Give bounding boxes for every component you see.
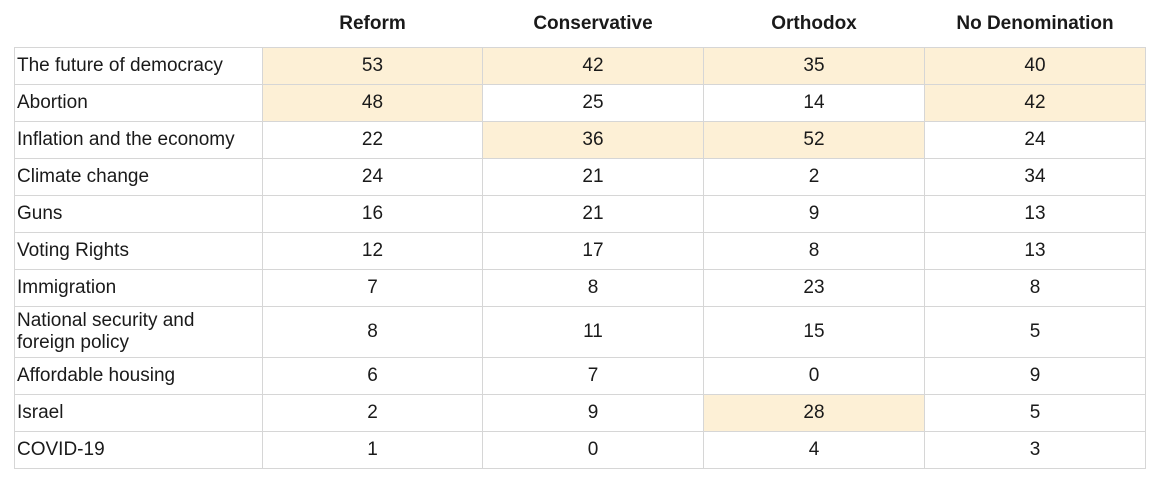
row-label: National security and foreign policy <box>14 306 263 358</box>
table-row: Israel 2 9 28 5 <box>14 394 1146 432</box>
table-cell: 12 <box>262 232 483 270</box>
table-row: Voting Rights 12 17 8 13 <box>14 232 1146 270</box>
table-cell: 42 <box>482 47 704 85</box>
table-cell: 53 <box>262 47 483 85</box>
table-container: Reform Conservative Orthodox No Denomina… <box>14 0 1146 469</box>
table-cell: 6 <box>262 357 483 395</box>
table-cell: 42 <box>924 84 1146 122</box>
row-label: Israel <box>14 394 263 432</box>
table-cell: 28 <box>703 394 925 432</box>
table-cell: 0 <box>703 357 925 395</box>
table-cell: 17 <box>482 232 704 270</box>
table-cell: 22 <box>262 121 483 159</box>
table-row: The future of democracy 53 42 35 40 <box>14 47 1146 85</box>
table-cell: 13 <box>924 195 1146 233</box>
header-cell-label <box>15 0 263 48</box>
table-body: The future of democracy 53 42 35 40 Abortion 4… <box>14 47 1146 469</box>
header-cell-no-denomination: No Denomination <box>956 12 1114 34</box>
table-cell: 8 <box>703 232 925 270</box>
table-cell: 3 <box>924 431 1146 469</box>
table-cell: 52 <box>703 121 925 159</box>
table-cell: 8 <box>482 269 704 307</box>
row-label: Immigration <box>14 269 263 307</box>
table-cell: 2 <box>703 158 925 196</box>
table-row: Climate change 24 21 2 34 <box>14 158 1146 196</box>
table-cell: 5 <box>924 394 1146 432</box>
table-cell: 15 <box>703 306 925 358</box>
table-cell: 23 <box>703 269 925 307</box>
table-cell: 7 <box>262 269 483 307</box>
table-cell: 16 <box>262 195 483 233</box>
row-label: Voting Rights <box>14 232 263 270</box>
table-cell: 24 <box>924 121 1146 159</box>
table-cell: 36 <box>482 121 704 159</box>
table-cell: 0 <box>482 431 704 469</box>
row-label: Abortion <box>14 84 263 122</box>
data-table: Reform Conservative Orthodox No Denomina… <box>14 0 1146 469</box>
header-cell-reform: Reform <box>339 12 406 34</box>
table-cell: 7 <box>482 357 704 395</box>
table-row: Guns 16 21 9 13 <box>14 195 1146 233</box>
table-cell: 24 <box>262 158 483 196</box>
table-cell: 4 <box>703 431 925 469</box>
table-cell: 25 <box>482 84 704 122</box>
table-header: Reform Conservative Orthodox No Denomina… <box>15 0 1146 48</box>
header-cell-orthodox: Orthodox <box>771 12 857 34</box>
header-row: Reform Conservative Orthodox No Denomina… <box>15 0 1146 48</box>
row-label: Climate change <box>14 158 263 196</box>
table-cell: 21 <box>482 195 704 233</box>
row-label: Affordable housing <box>14 357 263 395</box>
table-cell: 11 <box>482 306 704 358</box>
table-row: Immigration 7 8 23 8 <box>14 269 1146 307</box>
table-cell: 5 <box>924 306 1146 358</box>
table-cell: 21 <box>482 158 704 196</box>
table-cell: 9 <box>482 394 704 432</box>
row-label: The future of democracy <box>14 47 263 85</box>
table-row: National security and foreign policy 8 11 1… <box>14 306 1146 358</box>
table-cell: 1 <box>262 431 483 469</box>
table-cell: 9 <box>703 195 925 233</box>
table-row: Inflation and the economy 22 36 52 24 <box>14 121 1146 159</box>
table-cell: 35 <box>703 47 925 85</box>
table-cell: 9 <box>924 357 1146 395</box>
table-cell: 48 <box>262 84 483 122</box>
header-cell-conservative: Conservative <box>533 12 653 34</box>
table-row: COVID-19 1 0 4 3 <box>14 431 1146 469</box>
row-label: COVID-19 <box>14 431 263 469</box>
table-cell: 14 <box>703 84 925 122</box>
row-label: Inflation and the economy <box>14 121 263 159</box>
table-cell: 8 <box>924 269 1146 307</box>
table-row: Abortion 48 25 14 42 <box>14 84 1146 122</box>
table-cell: 13 <box>924 232 1146 270</box>
table-cell: 8 <box>262 306 483 358</box>
table-cell: 34 <box>924 158 1146 196</box>
row-label: Guns <box>14 195 263 233</box>
table-cell: 40 <box>924 47 1146 85</box>
table-cell: 2 <box>262 394 483 432</box>
table-row: Affordable housing 6 7 0 9 <box>14 357 1146 395</box>
